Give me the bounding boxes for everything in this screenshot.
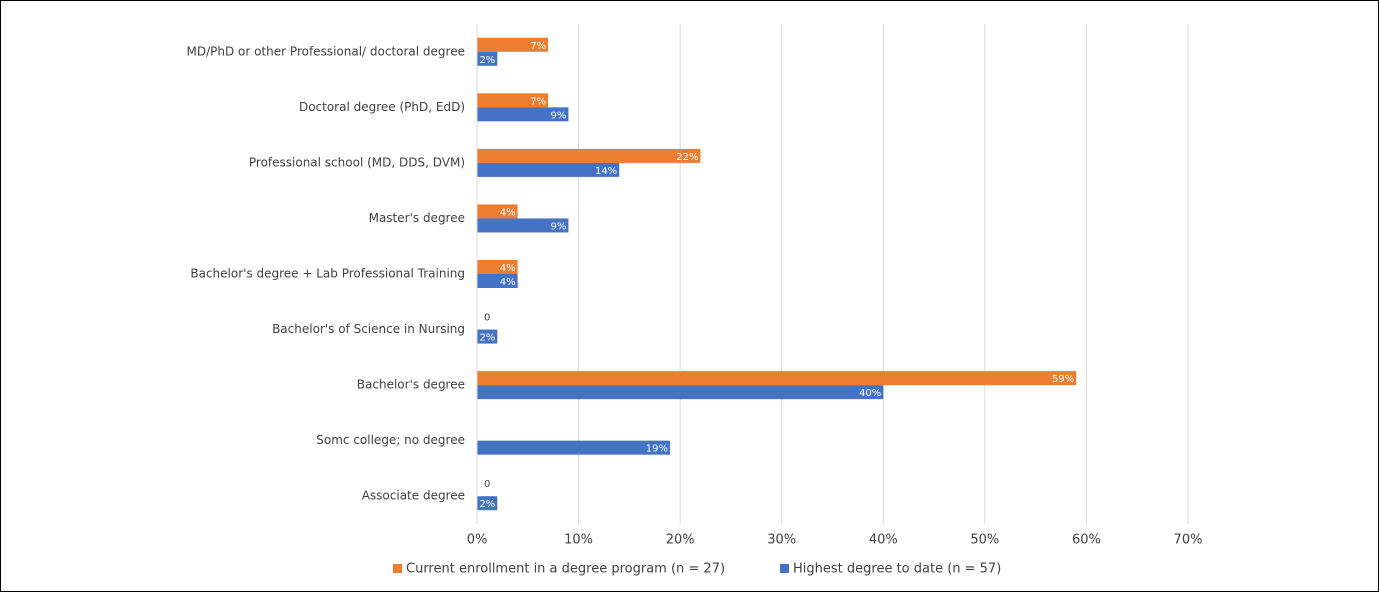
category-label: Bachelor's degree xyxy=(357,378,465,392)
bar xyxy=(477,274,518,288)
data-label: 7% xyxy=(530,96,546,107)
bar xyxy=(477,440,670,455)
data-label: 9% xyxy=(551,110,567,121)
data-label: 0 xyxy=(484,479,490,490)
data-label: 59% xyxy=(1052,374,1074,385)
bar xyxy=(477,148,701,163)
data-label: 14% xyxy=(595,166,617,177)
bar xyxy=(477,496,498,511)
legend-label: Current enrollment in a degree program (… xyxy=(406,562,725,577)
x-tick-label: 10% xyxy=(564,533,593,548)
data-label: 40% xyxy=(859,388,881,399)
category-label: Professional school (MD, DDS, DVM) xyxy=(249,155,465,169)
bar xyxy=(477,329,498,344)
legend-label: Highest degree to date (n = 57) xyxy=(793,562,1001,577)
data-label: 19% xyxy=(646,444,668,455)
bar xyxy=(477,93,549,108)
bar xyxy=(477,204,518,219)
bar xyxy=(477,162,620,177)
legend-swatch xyxy=(780,564,789,573)
data-label: 7% xyxy=(530,41,546,52)
bar xyxy=(477,260,518,274)
x-tick-label: 60% xyxy=(1072,533,1101,548)
category-label: Associate degree xyxy=(362,489,465,503)
category-label: Master's degree xyxy=(369,211,465,225)
x-tick-label: 0% xyxy=(467,533,488,548)
data-label: 0 xyxy=(484,313,490,324)
data-label: 22% xyxy=(676,152,698,163)
category-label: MD/PhD or other Professional/ doctoral d… xyxy=(187,44,465,58)
category-label: Bachelor's degree + Lab Professional Tra… xyxy=(190,267,465,281)
x-tick-label: 70% xyxy=(1174,533,1203,548)
data-label: 2% xyxy=(479,55,495,66)
bar xyxy=(477,37,549,52)
data-label: 4% xyxy=(500,277,516,288)
bar xyxy=(477,371,1077,386)
category-label: Somc college; no degree xyxy=(316,433,465,447)
x-tick-label: 40% xyxy=(869,533,898,548)
bar xyxy=(477,51,498,66)
data-label: 9% xyxy=(551,221,567,232)
category-label: Doctoral degree (PhD, EdD) xyxy=(299,100,465,114)
category-label: Bachelor's of Science in Nursing xyxy=(272,322,465,336)
x-tick-label: 50% xyxy=(970,533,999,548)
data-label: 4% xyxy=(500,263,516,274)
bar xyxy=(477,385,884,400)
data-label: 4% xyxy=(500,207,516,218)
x-tick-label: 30% xyxy=(767,533,796,548)
bar xyxy=(477,107,569,122)
x-tick-label: 20% xyxy=(666,533,695,548)
data-label: 2% xyxy=(479,499,495,510)
legend-swatch xyxy=(393,564,402,573)
bar xyxy=(477,218,569,233)
data-label: 2% xyxy=(479,333,495,344)
